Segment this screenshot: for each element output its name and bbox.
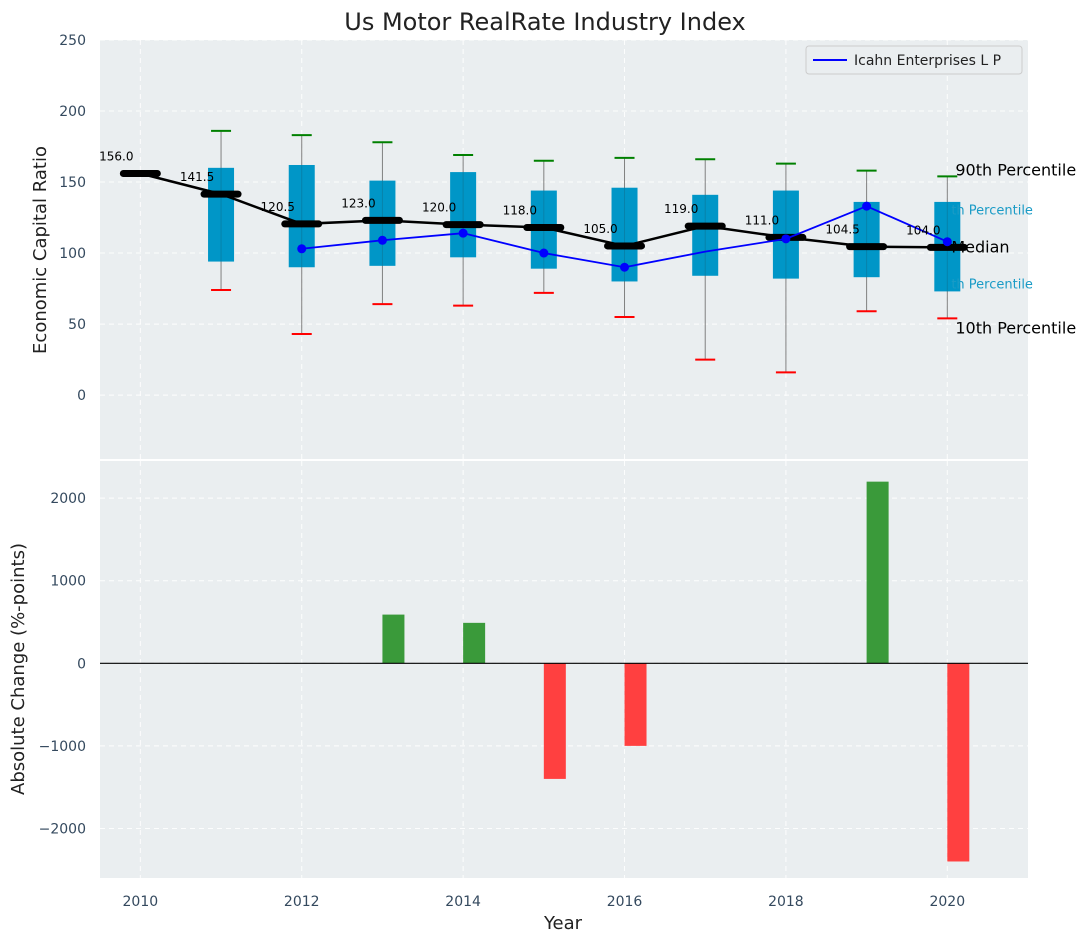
change-bar — [947, 663, 970, 862]
median-value-label: 105.0 — [583, 222, 617, 236]
x-tick-label: 2016 — [607, 894, 643, 910]
top-panel: 0 50 100 150 200 250 156.0 141.5 120.5 123.0 120.0… — [59, 33, 1076, 459]
change-bar — [463, 622, 486, 664]
median-value-label: 111.0 — [745, 213, 779, 227]
legend-box — [805, 45, 1023, 75]
x-tick-label: 2014 — [445, 894, 481, 910]
icahn-point — [297, 244, 307, 254]
bottom-y-tick-label: 1000 — [50, 574, 86, 590]
top-y-tick-label: 0 — [77, 388, 86, 404]
icahn-point — [539, 248, 549, 258]
bottom-y-tick-label: 0 — [77, 656, 86, 672]
change-bar — [382, 614, 405, 664]
change-bar — [624, 663, 647, 746]
bottom-y-tick-label: −1000 — [39, 739, 86, 755]
bottom-y-axis-label: Absolute Change (%-points) — [8, 543, 29, 795]
top-y-tick-label: 200 — [59, 104, 86, 120]
median-value-label: 104.0 — [906, 223, 940, 237]
median-value-label: 119.0 — [664, 202, 698, 216]
top-y-tick-label: 50 — [68, 317, 86, 333]
legend-label: Icahn Enterprises L P — [854, 53, 1001, 69]
median-value-label: 120.0 — [422, 201, 456, 215]
top-y-tick-label: 100 — [59, 246, 86, 262]
icahn-point — [781, 234, 791, 244]
icahn-point — [620, 262, 630, 272]
median-value-label: 104.5 — [825, 223, 859, 237]
median-value-label: 156.0 — [99, 150, 133, 164]
x-tick-label: 2010 — [123, 894, 159, 910]
change-bar — [543, 663, 566, 779]
top-y-tick-label: 150 — [59, 175, 86, 191]
icahn-point — [377, 235, 387, 245]
x-tick-label: 2020 — [929, 894, 965, 910]
chart-title: Us Motor RealRate Industry Index — [344, 8, 746, 36]
median-value-label: 123.0 — [341, 196, 375, 210]
bottom-y-tick-label: 2000 — [50, 491, 86, 507]
x-tick-label: 2018 — [768, 894, 804, 910]
icahn-point — [458, 228, 468, 238]
median-value-label: 141.5 — [180, 170, 214, 184]
median-value-label: 118.0 — [503, 203, 537, 217]
change-bar — [866, 481, 889, 664]
bottom-panel: −2000 −1000 0 1000 2000 2010 2012 2014 2016 2018 2… — [39, 461, 1028, 910]
percentile-annotation: th Percentile — [951, 203, 1033, 218]
percentile-annotation: Median — [951, 237, 1009, 256]
legend: Icahn Enterprises L P — [805, 45, 1023, 75]
top-plot-background — [100, 40, 1028, 459]
x-axis-label: Year — [543, 913, 583, 934]
top-y-tick-label: 250 — [59, 33, 86, 49]
icahn-point — [942, 237, 952, 247]
icahn-point — [862, 201, 872, 211]
top-y-axis-label: Economic Capital Ratio — [30, 146, 51, 354]
percentile-annotation: th Percentile — [951, 277, 1033, 292]
percentile-annotation: 10th Percentile — [955, 318, 1076, 337]
percentile-annotation: 90th Percentile — [955, 161, 1076, 180]
bottom-y-tick-label: −2000 — [39, 821, 86, 837]
x-tick-label: 2012 — [284, 894, 320, 910]
median-value-label: 120.5 — [261, 200, 295, 214]
